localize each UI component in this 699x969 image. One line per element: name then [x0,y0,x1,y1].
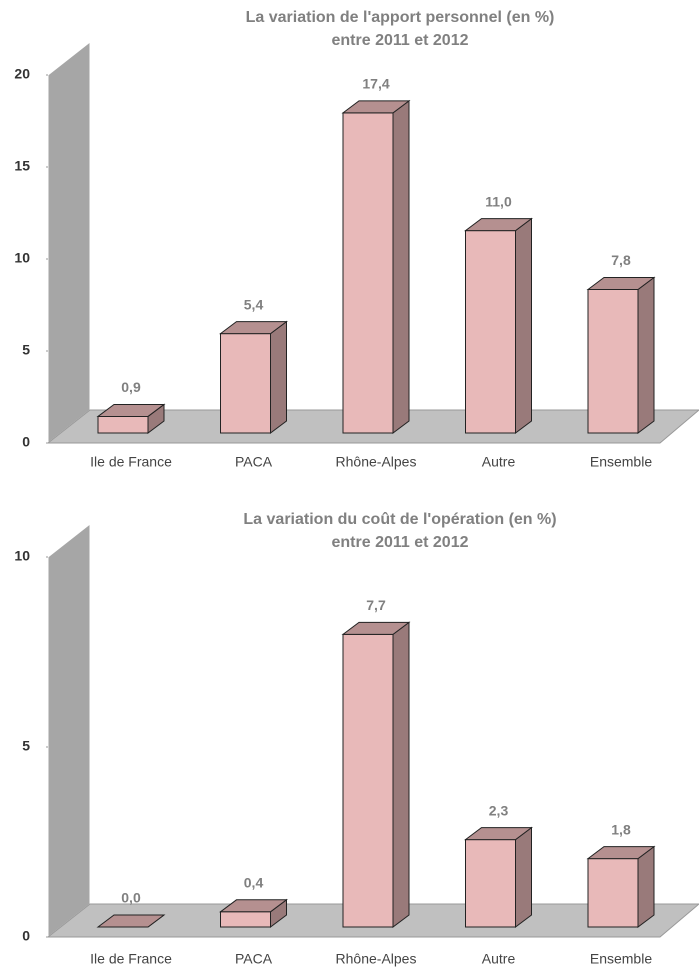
bar-side [637,845,655,928]
bar [219,320,288,434]
bar-front [220,333,271,434]
value-label: 0,0 [121,890,141,906]
bar-top [586,276,656,290]
y-tick-label: 15 [14,158,30,174]
side-wall [47,522,91,939]
bar-top [464,827,533,841]
x-tick-label: Rhône-Alpes [336,951,417,967]
side-wall [47,40,91,445]
x-tick-label: Autre [482,951,516,967]
chart-title: entre 2011 et 2012 [332,534,469,551]
bar-top [464,218,533,232]
bar [586,845,656,928]
y-tick-label: 0 [22,434,30,450]
bar-side [392,621,410,928]
bar-front [465,230,516,434]
bar-front [587,288,639,434]
x-tick-label: PACA [235,951,273,967]
bar-side [270,320,287,434]
bar-side [637,276,655,434]
bar [219,898,288,928]
bar-top [219,321,288,335]
bar [341,99,411,434]
value-label: 0,4 [244,875,264,891]
x-tick-label: Ile de France [90,454,172,470]
value-label: 5,4 [244,296,264,312]
bar-front [342,112,394,434]
value-label: 11,0 [485,193,512,209]
chart-title: La variation du coût de l'opération (en … [243,511,556,528]
bar-top [341,621,411,635]
bar [586,276,656,434]
bar-top [96,403,166,417]
bar [464,217,533,434]
bar [464,826,533,928]
bar-front [587,858,639,928]
y-tick-label: 5 [22,342,30,358]
bar-front [220,911,271,928]
bar [341,621,411,928]
value-label: 7,7 [366,597,386,613]
y-tick-label: 0 [22,928,30,944]
y-tick-label: 5 [22,738,30,754]
bar-top [341,100,411,114]
x-tick-label: PACA [235,454,273,470]
x-tick-label: Ensemble [590,951,652,967]
bar-side [392,99,410,434]
value-label: 0,9 [121,379,141,395]
x-tick-label: Autre [482,454,516,470]
y-tick-label: 10 [14,250,30,266]
chart-title: entre 2011 et 2012 [332,32,469,49]
x-tick-label: Ile de France [90,951,172,967]
chart-title: La variation de l'apport personnel (en %… [246,9,555,26]
bar-top [219,899,288,913]
value-label: 7,8 [611,252,631,268]
y-tick-label: 20 [14,66,30,82]
x-tick-label: Ensemble [590,454,652,470]
value-label: 2,3 [489,802,509,818]
bar-side [515,826,532,928]
bar-top [96,914,166,928]
value-label: 17,4 [362,76,389,92]
bar [96,914,166,928]
x-tick-label: Rhône-Alpes [336,454,417,470]
bar [96,403,166,434]
bar-front [342,633,394,928]
y-tick-label: 10 [14,548,30,564]
bar-front [97,415,149,434]
bar-front [465,839,516,928]
value-label: 1,8 [611,821,631,837]
bar-top [586,846,656,860]
bar-side [515,217,532,434]
